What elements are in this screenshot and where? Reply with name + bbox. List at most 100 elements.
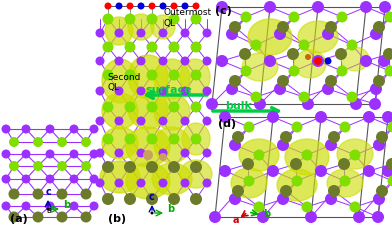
Text: (b): (b)	[108, 213, 126, 223]
Circle shape	[191, 70, 201, 81]
Ellipse shape	[154, 127, 190, 163]
Circle shape	[2, 202, 11, 211]
Circle shape	[287, 49, 299, 61]
Circle shape	[277, 76, 289, 88]
Circle shape	[96, 117, 105, 126]
Circle shape	[219, 112, 231, 124]
Circle shape	[45, 202, 54, 211]
Circle shape	[158, 179, 167, 188]
Circle shape	[33, 137, 43, 147]
Circle shape	[339, 122, 350, 133]
Circle shape	[180, 179, 189, 188]
Circle shape	[69, 175, 78, 184]
Circle shape	[136, 29, 145, 38]
Circle shape	[322, 84, 334, 96]
Circle shape	[57, 161, 67, 171]
Circle shape	[180, 57, 189, 66]
Ellipse shape	[180, 160, 212, 188]
Circle shape	[191, 14, 201, 25]
Circle shape	[180, 149, 189, 158]
Circle shape	[379, 2, 391, 14]
Circle shape	[301, 150, 312, 161]
Circle shape	[315, 112, 327, 124]
Circle shape	[191, 134, 201, 145]
Circle shape	[328, 131, 340, 143]
Circle shape	[254, 202, 265, 213]
Circle shape	[116, 3, 122, 10]
Circle shape	[347, 40, 358, 51]
Ellipse shape	[154, 60, 190, 99]
Circle shape	[160, 3, 167, 10]
Circle shape	[360, 2, 372, 14]
Circle shape	[274, 84, 286, 96]
Circle shape	[136, 87, 145, 96]
Circle shape	[277, 22, 289, 34]
Circle shape	[169, 102, 180, 113]
Ellipse shape	[182, 124, 210, 155]
Circle shape	[190, 193, 202, 205]
Circle shape	[373, 22, 385, 34]
Circle shape	[69, 150, 78, 159]
Circle shape	[180, 87, 189, 96]
Circle shape	[169, 134, 180, 145]
Circle shape	[372, 211, 384, 223]
Circle shape	[136, 179, 145, 188]
Circle shape	[45, 125, 54, 134]
Ellipse shape	[128, 15, 154, 41]
Ellipse shape	[128, 56, 168, 99]
Circle shape	[33, 212, 44, 223]
Ellipse shape	[242, 54, 278, 82]
Circle shape	[216, 56, 228, 68]
Circle shape	[143, 150, 153, 160]
Circle shape	[114, 179, 123, 188]
Ellipse shape	[341, 48, 369, 72]
Circle shape	[373, 139, 385, 151]
Circle shape	[102, 14, 114, 25]
Circle shape	[203, 29, 212, 38]
Text: b: b	[167, 203, 174, 213]
Circle shape	[277, 193, 289, 205]
Circle shape	[169, 70, 180, 81]
Circle shape	[2, 175, 11, 184]
Circle shape	[168, 193, 180, 205]
Circle shape	[147, 14, 158, 25]
Circle shape	[338, 158, 350, 170]
Circle shape	[158, 57, 167, 66]
Circle shape	[125, 70, 136, 81]
Circle shape	[388, 176, 392, 187]
Circle shape	[336, 66, 347, 77]
Circle shape	[229, 193, 241, 205]
Ellipse shape	[102, 127, 138, 159]
Circle shape	[247, 211, 249, 214]
Ellipse shape	[100, 161, 140, 193]
Circle shape	[336, 12, 347, 23]
Circle shape	[171, 3, 178, 10]
Ellipse shape	[152, 163, 192, 195]
Circle shape	[298, 92, 310, 103]
Circle shape	[89, 175, 98, 184]
Circle shape	[89, 202, 98, 211]
Circle shape	[169, 14, 180, 25]
Circle shape	[9, 189, 20, 200]
Circle shape	[267, 112, 279, 124]
Circle shape	[312, 56, 324, 68]
Circle shape	[22, 125, 31, 134]
Circle shape	[267, 165, 279, 177]
Circle shape	[369, 99, 381, 110]
Circle shape	[146, 161, 158, 173]
Circle shape	[136, 117, 145, 126]
Circle shape	[350, 99, 362, 110]
Circle shape	[136, 149, 145, 158]
Text: bulk: bulk	[225, 101, 252, 110]
Ellipse shape	[337, 139, 373, 169]
Ellipse shape	[126, 163, 170, 199]
Circle shape	[203, 149, 212, 158]
Circle shape	[274, 29, 286, 41]
Circle shape	[22, 175, 31, 184]
Circle shape	[302, 99, 314, 110]
Circle shape	[219, 165, 231, 177]
Circle shape	[124, 161, 136, 173]
Circle shape	[328, 185, 340, 197]
Circle shape	[229, 22, 241, 34]
Ellipse shape	[151, 16, 175, 40]
